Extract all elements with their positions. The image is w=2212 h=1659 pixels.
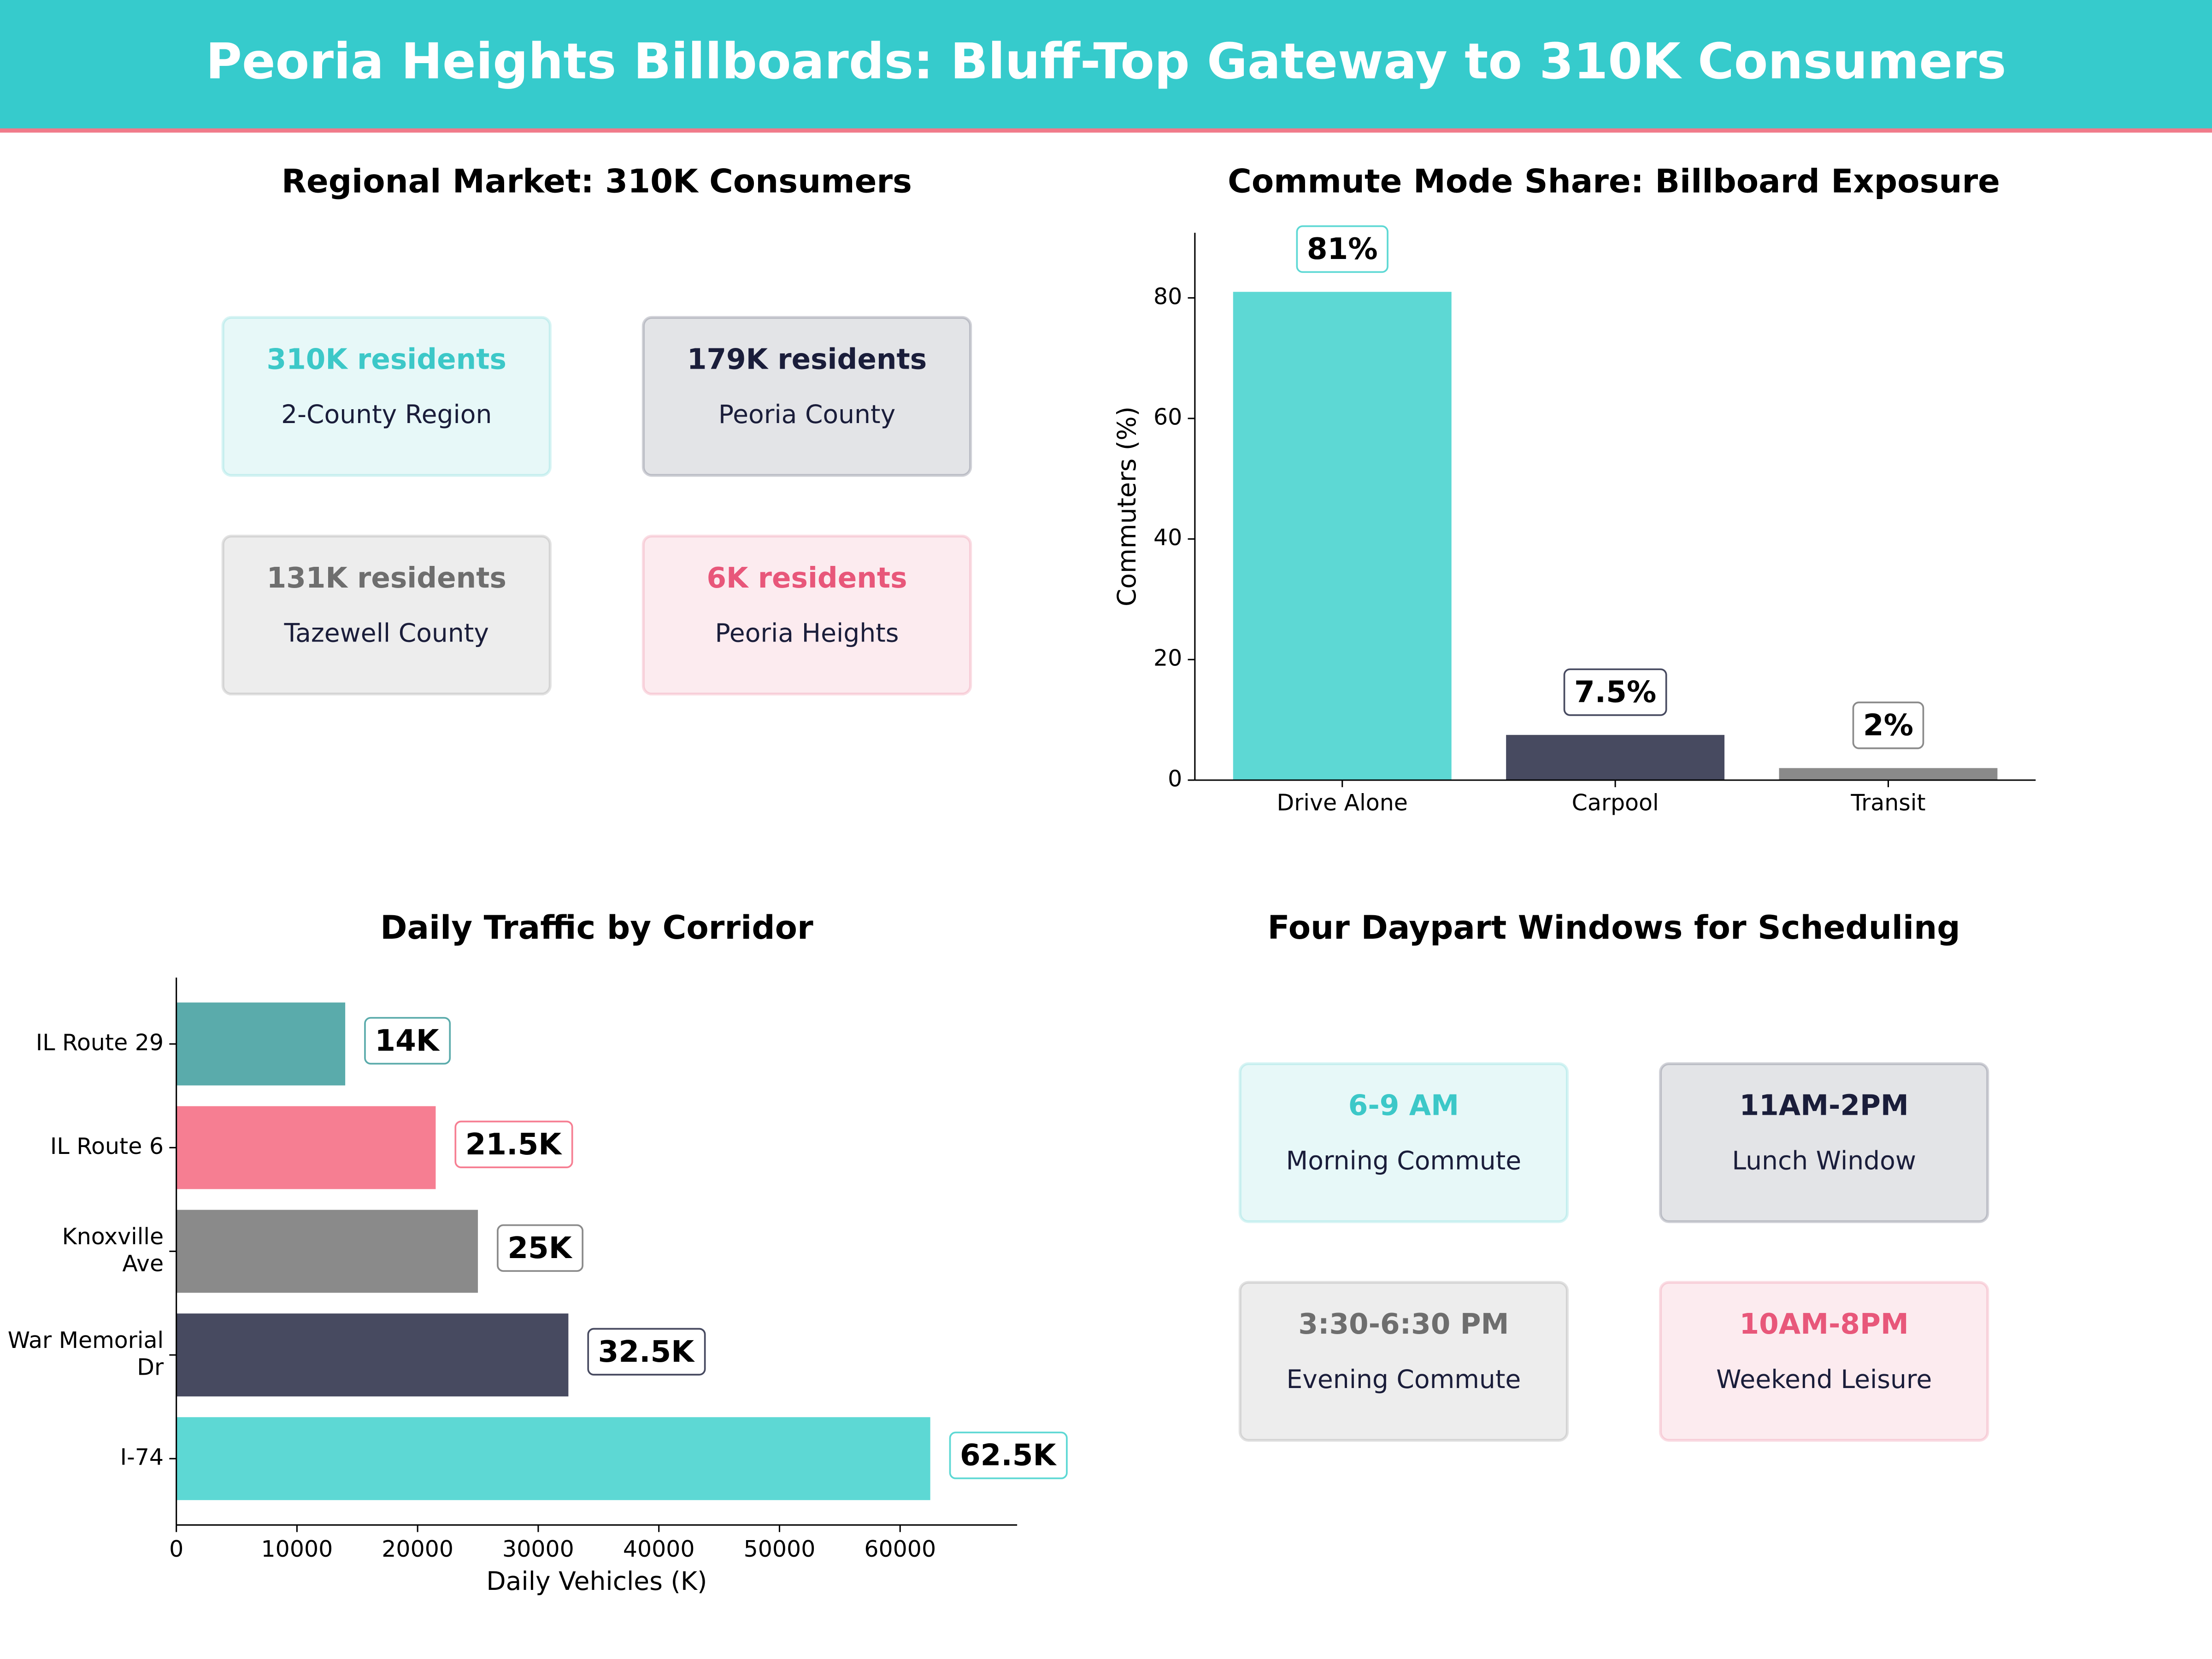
value-label: 14K	[375, 1024, 440, 1058]
card	[1659, 1281, 1989, 1442]
value-label-box	[497, 1224, 584, 1272]
y-tick-label: 40	[1153, 524, 1182, 551]
bar	[176, 1417, 930, 1500]
card-value: 10AM-8PM	[1740, 1308, 1909, 1341]
card-value: 179K residents	[687, 343, 927, 376]
panel-title: Regional Market: 310K Consumers	[282, 162, 912, 200]
y-tick-label: 60	[1153, 404, 1182, 430]
value-label: 25K	[507, 1231, 572, 1265]
bar	[1779, 768, 1998, 780]
value-label-box	[1296, 225, 1388, 273]
card-label: Evening Commute	[1286, 1365, 1521, 1394]
y-axis-label: Commuters (%)	[1112, 406, 1141, 606]
panel-title: Four Daypart Windows for Scheduling	[1267, 909, 1960, 947]
card	[221, 535, 552, 696]
y-tick-label: I-74	[120, 1444, 164, 1471]
card	[1238, 1062, 1569, 1224]
y-tick-label: IL Route 6	[50, 1133, 164, 1159]
value-label: 81%	[1307, 232, 1378, 266]
value-label-box	[949, 1431, 1068, 1479]
card-label: Tazewell County	[284, 618, 489, 648]
x-tick-label: 0	[169, 1536, 183, 1562]
value-label: 2%	[1863, 708, 1913, 742]
card	[1238, 1281, 1569, 1442]
bar	[1233, 292, 1452, 780]
y-tick-label: 0	[1168, 765, 1182, 792]
card-value: 6K residents	[706, 562, 907, 594]
x-tick-label: 40000	[623, 1536, 695, 1562]
y-tick-label: Knoxville Ave	[62, 1223, 164, 1277]
bar	[176, 1210, 478, 1293]
card-label: 2-County Region	[281, 400, 492, 429]
value-label-box	[1852, 701, 1924, 749]
bar	[176, 1313, 569, 1397]
x-tick-label: 20000	[382, 1536, 453, 1562]
value-label: 7.5%	[1574, 675, 1656, 710]
x-tick-label: 60000	[864, 1536, 936, 1562]
x-axis-label: Daily Vehicles (K)	[486, 1566, 707, 1596]
card-value: 131K residents	[267, 562, 506, 594]
x-tick-label: 10000	[261, 1536, 333, 1562]
x-tick-label: 50000	[744, 1536, 816, 1562]
x-tick-label: 30000	[502, 1536, 574, 1562]
bar	[176, 1106, 436, 1189]
value-label: 62.5K	[960, 1438, 1057, 1473]
card-value: 310K residents	[267, 343, 506, 376]
header-bar	[0, 0, 2212, 130]
bar	[1506, 735, 1725, 780]
card-value: 11AM-2PM	[1740, 1089, 1909, 1122]
card-label: Peoria Heights	[715, 618, 899, 648]
card-label: Weekend Leisure	[1716, 1365, 1932, 1394]
x-tick-label: Transit	[1850, 789, 1925, 816]
value-label-box	[364, 1017, 451, 1065]
chart-title: Daily Traffic by Corridor	[380, 909, 813, 947]
card-label: Peoria County	[718, 400, 895, 429]
card	[1659, 1062, 1989, 1224]
header-rule	[0, 128, 2212, 133]
card	[641, 316, 972, 477]
value-label: 32.5K	[598, 1335, 695, 1369]
card-label: Morning Commute	[1286, 1146, 1521, 1176]
value-label: 21.5K	[465, 1127, 563, 1162]
value-label-box	[454, 1120, 573, 1168]
card-value: 6-9 AM	[1348, 1089, 1459, 1122]
card-label: Lunch Window	[1732, 1146, 1916, 1176]
page-title: Peoria Heights Billboards: Bluff-Top Gat…	[206, 33, 2006, 90]
y-tick-label: 80	[1153, 283, 1182, 310]
card-value: 3:30-6:30 PM	[1298, 1308, 1509, 1341]
x-tick-label: Carpool	[1572, 789, 1659, 816]
x-tick-label: Drive Alone	[1277, 789, 1408, 816]
chart-title: Commute Mode Share: Billboard Exposure	[1228, 162, 2000, 200]
card	[641, 535, 972, 696]
y-tick-label: 20	[1153, 645, 1182, 671]
value-label-box	[1563, 668, 1667, 716]
y-tick-label: War Memorial Dr	[8, 1327, 164, 1380]
y-tick-label: IL Route 29	[36, 1030, 164, 1056]
bar	[176, 1002, 346, 1086]
value-label-box	[587, 1328, 706, 1376]
card	[221, 316, 552, 477]
